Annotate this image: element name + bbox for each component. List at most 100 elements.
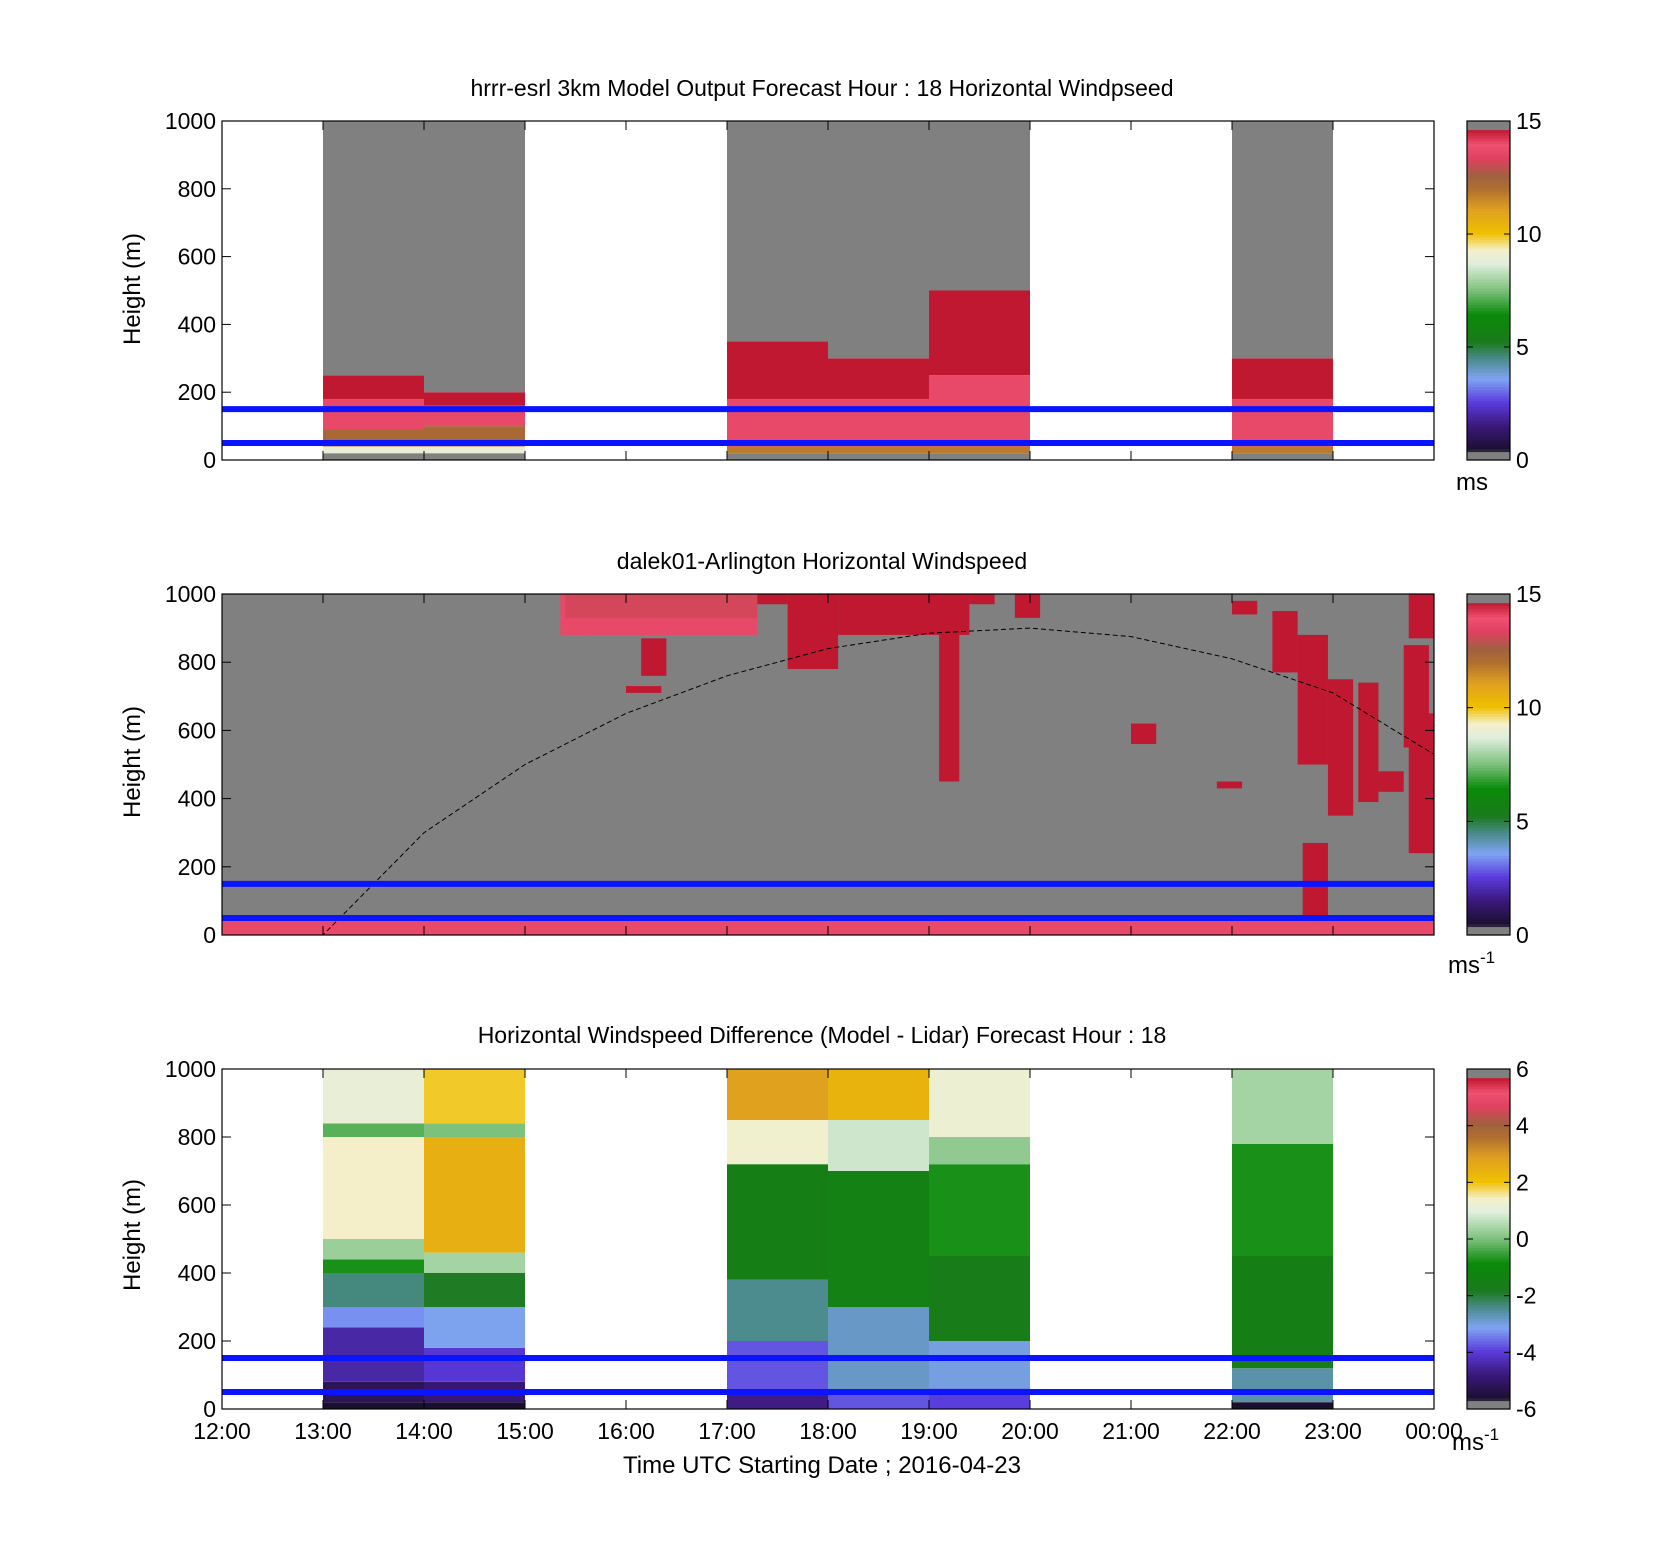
colorbar-segment: [1467, 1100, 1510, 1104]
colorbar-segment: [1467, 1366, 1510, 1370]
colorbar-segment: [1467, 1335, 1510, 1339]
colorbar-segment: [1467, 1403, 1510, 1407]
wind-patch-15: [1358, 682, 1379, 803]
colorbar-segment: [1467, 1301, 1510, 1305]
colorbar-segment: [1467, 1173, 1510, 1178]
column-1-layer-7: [424, 1123, 525, 1137]
colorbar-segment: [1467, 157, 1510, 162]
colorbar-segment: [1467, 335, 1510, 340]
colorbar-segment: [1467, 613, 1510, 618]
column-3-layer-0: [828, 1392, 929, 1409]
colorbar-segment: [1467, 625, 1510, 629]
colorbar-segment: [1467, 1188, 1510, 1192]
wind-patch-8: [939, 600, 960, 782]
colorbar-segment: [1467, 923, 1510, 928]
colorbar-segment: [1467, 855, 1510, 859]
colorbar-segment: [1467, 684, 1510, 689]
colorbar-tick-label: 6: [1516, 1056, 1529, 1082]
colorbar-segment: [1467, 844, 1510, 848]
panel-lidar-plot: 0 200 400 600 800 1000: [165, 581, 1435, 948]
colorbar-segment: [1467, 239, 1510, 244]
column-2-layer-2: [727, 1279, 828, 1341]
colorbar-segment: [1467, 1375, 1510, 1379]
colorbar-segment: [1467, 778, 1510, 783]
colorbar-segment: [1467, 1346, 1510, 1351]
colorbar-segment: [1467, 310, 1510, 314]
column-1-layer-0: [424, 1402, 525, 1409]
colorbar-segment: [1467, 250, 1510, 255]
colorbar-segment: [1467, 1080, 1510, 1084]
colorbar-segment: [1467, 1159, 1510, 1164]
colorbar-segment: [1467, 1386, 1510, 1390]
colorbar-segment: [1467, 1261, 1510, 1266]
colorbar-segment: [1467, 248, 1510, 252]
colorbar-segment: [1467, 1258, 1510, 1263]
colorbar-segment: [1467, 296, 1510, 300]
column-3-layer-1: [828, 1307, 929, 1392]
panel-model-plot: 0 200 400 600 800 1000: [165, 108, 1435, 473]
column-4-layer-3: [929, 290, 1030, 376]
colorbar-segment: [1467, 174, 1510, 179]
colorbar-segment: [1467, 900, 1510, 905]
colorbar-segment: [1467, 926, 1510, 930]
colorbar-segment: [1467, 1383, 1510, 1387]
colorbar-segment: [1467, 372, 1510, 376]
y-tick-label: 600: [178, 244, 216, 270]
colorbar-segment: [1467, 1134, 1510, 1138]
wind-patch-21: [1216, 781, 1243, 789]
colorbar-segment: [1467, 1182, 1510, 1186]
wind-patch-9: [969, 594, 995, 605]
colorbar-segment: [1467, 849, 1510, 854]
colorbar-segment: [1467, 804, 1510, 808]
colorbar-segment: [1467, 169, 1510, 173]
colorbar-segment: [1467, 1094, 1510, 1098]
colorbar-segment: [1467, 701, 1510, 706]
colorbar-segment: [1467, 755, 1510, 760]
colorbar-segment: [1467, 341, 1510, 345]
colorbar-segment: [1467, 1355, 1510, 1359]
panel-difference-colorbar: -6 -4 -2 0 2 4 6: [1466, 1056, 1537, 1422]
colorbar-segment: [1467, 1360, 1510, 1365]
colorbar-segment: [1467, 915, 1510, 919]
panel-lidar-colorbar-unit: ms-1: [1448, 948, 1495, 979]
panel-difference-plot: 0 200 400 600 800 1000: [165, 1056, 1435, 1422]
column-3-layer-4: [828, 121, 929, 359]
colorbar-segment: [1467, 273, 1510, 277]
column-2-layer-4: [727, 121, 828, 342]
colorbar-segment: [1467, 812, 1510, 817]
y-tick-label: 0: [203, 447, 216, 473]
colorbar-segment: [1467, 1278, 1510, 1283]
colorbar-segment: [1467, 318, 1510, 323]
colorbar-segment: [1467, 687, 1510, 692]
colorbar-segment: [1467, 1394, 1510, 1399]
wind-patch-2: [565, 594, 758, 618]
colorbar-segment: [1467, 290, 1510, 294]
column-5-layer-0: [1232, 1402, 1333, 1409]
colorbar-segment: [1467, 211, 1510, 215]
colorbar-segment: [1467, 744, 1510, 749]
colorbar-segment: [1467, 188, 1510, 193]
colorbar-segment: [1467, 682, 1510, 686]
colorbar-segment: [1467, 434, 1510, 438]
colorbar-segment: [1467, 132, 1510, 136]
colorbar-segment: [1467, 1358, 1510, 1362]
column-5-layer-1: [1232, 446, 1333, 454]
colorbar-segment: [1467, 761, 1510, 766]
panel-difference-ylabel: Height (m): [119, 1179, 146, 1291]
column-0-layer-3: [323, 398, 424, 430]
colorbar-segment: [1467, 234, 1510, 238]
colorbar-segment: [1467, 1326, 1510, 1331]
panel-lidar-ylabel: Height (m): [119, 706, 146, 818]
colorbar-segment: [1467, 420, 1510, 424]
colorbar-segment: [1467, 1128, 1510, 1132]
wind-patch-3: [641, 638, 667, 676]
colorbar-segment: [1467, 832, 1510, 837]
y-tick-label: 200: [178, 854, 216, 880]
colorbar-segment: [1467, 724, 1510, 729]
colorbar-segment: [1467, 163, 1510, 167]
time-tick-label: 20:00: [1001, 1418, 1059, 1444]
colorbar-segment: [1467, 679, 1510, 683]
panel-model-colorbar-unit: ms: [1456, 469, 1488, 496]
colorbar-segment: [1467, 912, 1510, 916]
panel-difference-colorbar-unit: ms-1: [1452, 1425, 1499, 1456]
